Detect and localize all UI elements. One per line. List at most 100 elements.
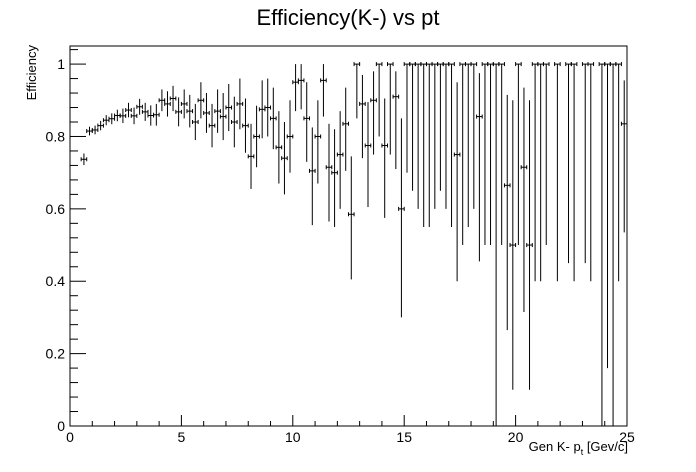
y-tick-label: 0.4: [46, 273, 66, 289]
data-point: [598, 62, 606, 426]
data-point: [570, 62, 578, 282]
data-point: [158, 89, 166, 112]
data-point: [609, 62, 617, 426]
data-point: [459, 62, 466, 246]
data-point: [370, 71, 377, 155]
data-point: [258, 80, 266, 139]
data-point: [487, 62, 494, 246]
data-point: [97, 120, 104, 131]
axis-ticks: [69, 49, 628, 427]
data-point: [192, 103, 199, 141]
data-point: [314, 100, 322, 184]
data-point: [164, 91, 171, 117]
data-point: [180, 89, 188, 119]
data-point: [253, 105, 260, 168]
data-point: [442, 62, 450, 209]
data-point: [537, 62, 544, 282]
data-point: [453, 82, 461, 282]
data-point: [587, 62, 595, 282]
x-axis-label: Gen K- pt [Gev/c]: [529, 439, 628, 457]
data-point: [403, 62, 411, 173]
data-point: [503, 94, 511, 331]
data-point: [303, 82, 311, 162]
data-point: [108, 113, 116, 125]
x-tick-label: 25: [619, 429, 635, 445]
data-point: [86, 126, 93, 136]
x-tick-label: 0: [66, 429, 74, 445]
data-point: [342, 87, 349, 171]
data-point: [186, 94, 194, 128]
data-point: [297, 64, 305, 110]
y-tick-label: 0.2: [46, 346, 66, 362]
x-tick-label: 10: [285, 429, 301, 445]
data-point: [615, 62, 622, 282]
data-point: [242, 98, 249, 153]
data-point: [175, 97, 182, 127]
x-tick-label: 5: [178, 429, 186, 445]
data-point: [331, 129, 338, 227]
data-point: [102, 115, 110, 126]
data-point: [119, 108, 127, 124]
data-point: [620, 80, 628, 233]
data-point: [604, 62, 611, 369]
data-point: [509, 100, 517, 390]
data-point: [80, 153, 88, 166]
data-point: [359, 74, 366, 159]
data-point: [236, 78, 244, 130]
y-tick-label: 1: [57, 56, 65, 72]
data-point: [225, 84, 233, 132]
data-point: [381, 98, 388, 218]
data-point: [515, 62, 522, 246]
data-point: [470, 62, 478, 209]
tick-labels: 0 5 10 15 20 25 0 0.2 0.4 0.6 0.8 1: [46, 56, 635, 445]
data-point: [431, 62, 439, 209]
data-point: [208, 103, 216, 148]
x-tick-label: 15: [396, 429, 412, 445]
data-point: [141, 102, 149, 121]
data-point: [392, 71, 400, 170]
data-point: [498, 62, 505, 246]
data-point: [348, 156, 355, 280]
data-point: [542, 62, 550, 246]
data-point: [554, 62, 561, 282]
data-point: [464, 62, 472, 227]
data-point: [264, 78, 272, 137]
data-point: [531, 62, 539, 282]
data-point: [492, 62, 500, 426]
data-point: [281, 122, 288, 195]
data-point: [425, 62, 433, 227]
data-point: [286, 100, 294, 173]
plot-area-border: [69, 45, 628, 427]
data-point: [214, 89, 221, 133]
data-point: [386, 62, 394, 155]
data-point: [420, 62, 427, 227]
plot-frame: [69, 45, 628, 427]
data-point: [125, 102, 132, 118]
data-point: [353, 62, 361, 119]
y-tick-label: 0: [57, 418, 65, 434]
data-point: [409, 62, 416, 191]
data-point: [320, 64, 327, 117]
data-point: [336, 111, 344, 209]
data-point: [526, 100, 533, 390]
data-point: [114, 109, 121, 122]
data-point: [398, 118, 405, 318]
data-point: [130, 107, 138, 125]
data-point: [169, 85, 177, 112]
data-point: [476, 73, 483, 262]
data-point: [231, 96, 238, 148]
data-point: [270, 87, 277, 150]
data-point: [448, 62, 455, 227]
data-point: [375, 62, 383, 137]
data-point: [325, 123, 333, 222]
x-axis-label-prefix: Gen K- p: [529, 439, 581, 454]
data-point: [203, 93, 210, 133]
y-tick-label: 0.6: [46, 201, 66, 217]
data-point: [437, 62, 444, 191]
x-axis-label-subscript: t: [581, 447, 584, 457]
data-point: [520, 87, 528, 312]
data-point: [581, 62, 589, 264]
data-point: [275, 111, 283, 184]
